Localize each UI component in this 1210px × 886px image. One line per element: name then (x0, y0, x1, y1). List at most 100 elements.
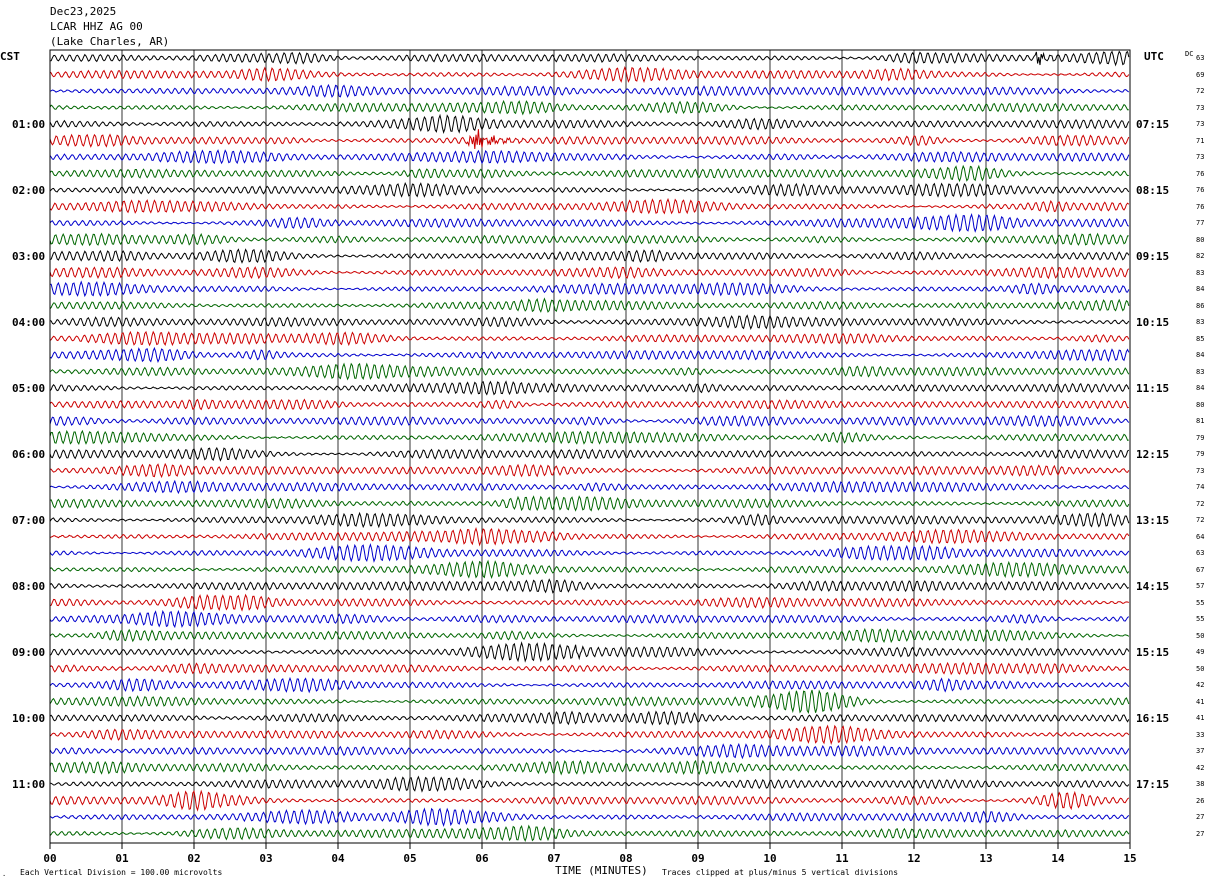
x-axis-ticks: 00 01 02 03 04 05 06 07 08 09 10 11 12 13 14 15 (43, 843, 1137, 865)
dc-offset-label: 72 (1196, 87, 1205, 95)
dc-offset-label: 73 (1196, 120, 1205, 128)
trace-row (49, 789, 1130, 812)
dc-offset-label: 83 (1196, 318, 1205, 326)
trace-row (49, 346, 1130, 363)
dc-offset-label: 72 (1196, 516, 1205, 524)
right-hour-label: 07:15 (1136, 118, 1170, 131)
trace-row (49, 742, 1130, 760)
x-tick-label: 15 (1123, 852, 1136, 865)
trace-row (49, 50, 1130, 67)
dc-offset-label: 85 (1196, 334, 1205, 343)
dc-offset-label: 63 (1196, 54, 1205, 62)
scale-note: Each Vertical Division = 100.00 microvol… (20, 868, 223, 877)
trace-row (49, 197, 1130, 215)
dc-offset-label: 86 (1196, 301, 1205, 310)
x-tick-label: 06 (475, 852, 489, 865)
dc-offset-label: 79 (1196, 433, 1205, 442)
dc-offset-label: 84 (1196, 351, 1205, 359)
x-tick-label: 14 (1051, 852, 1065, 865)
trace-row (49, 212, 1130, 233)
x-tick-label: 05 (403, 852, 416, 865)
right-hour-label: 15:15 (1136, 646, 1170, 659)
trace-row (49, 429, 1129, 445)
trace-row (49, 609, 1130, 629)
trace-row (49, 280, 1130, 298)
right-hour-label: 10:15 (1136, 316, 1170, 329)
dc-offset-label: 38 (1196, 780, 1205, 788)
dc-offset-label: 83 (1196, 268, 1205, 277)
dc-offset-label: 49 (1196, 648, 1205, 656)
dc-offset-label: 26 (1196, 796, 1205, 805)
trace-row (49, 542, 1130, 563)
trace-row (49, 83, 1130, 98)
trace-row (49, 362, 1130, 381)
left-hour-label: 08:00 (12, 580, 46, 593)
trace-row (49, 724, 1130, 745)
trace-row (49, 641, 1130, 663)
left-timezone-label: CST (0, 50, 20, 63)
dc-offset-label: 64 (1196, 532, 1205, 541)
dc-offset-label: 50 (1196, 631, 1205, 640)
trace-row (49, 66, 1130, 83)
right-hour-label: 14:15 (1136, 580, 1170, 593)
x-tick-label: 13 (979, 852, 992, 865)
x-tick-label: 01 (115, 852, 129, 865)
location-label: (Lake Charles, AR) (50, 35, 170, 48)
dc-offset-label: 81 (1196, 417, 1205, 425)
trace-row (49, 232, 1129, 247)
dc-offset-label: 73 (1196, 153, 1205, 161)
trace-row (49, 266, 1130, 280)
x-axis-title: TIME (MINUTES) (555, 864, 648, 877)
dc-offset-label: 76 (1196, 186, 1205, 194)
trace-row (49, 297, 1130, 313)
trace-row (49, 710, 1130, 726)
trace-row (49, 414, 1130, 428)
right-hour-label: 16:15 (1136, 712, 1170, 725)
dc-offset-label: 42 (1196, 681, 1205, 689)
trace-row (49, 824, 1130, 843)
dc-offset-label: 57 (1196, 582, 1205, 590)
dc-offset-label: 55 (1196, 615, 1205, 623)
left-hour-label: 06:00 (12, 448, 46, 461)
dc-offset-label: 80 (1196, 235, 1205, 244)
left-hour-label: 11:00 (12, 778, 46, 791)
trace-row (49, 380, 1130, 396)
dc-offset-label: 84 (1196, 285, 1205, 293)
dc-offset-label: 74 (1196, 483, 1205, 491)
trace-row (49, 99, 1129, 116)
dc-offset-label: 41 (1196, 697, 1205, 706)
corner-mark: . (2, 870, 7, 878)
trace-row (49, 559, 1130, 579)
dc-offset-label: 50 (1196, 664, 1205, 673)
x-tick-label: 10 (763, 852, 776, 865)
dc-offset-label: 76 (1196, 202, 1205, 211)
dc-header-label: DC (1185, 50, 1194, 58)
trace-row (49, 627, 1130, 644)
trace-row (49, 807, 1130, 828)
trace-row (49, 526, 1130, 547)
date-label: Dec23,2025 (50, 5, 117, 18)
right-hour-label: 17:15 (1136, 778, 1170, 791)
x-tick-label: 03 (259, 852, 272, 865)
left-hour-label: 07:00 (12, 514, 46, 527)
dc-offset-label: 76 (1196, 169, 1205, 178)
left-hour-label: 10:00 (12, 712, 46, 725)
left-hour-label: 03:00 (12, 250, 46, 263)
dc-offset-label: 73 (1196, 466, 1205, 475)
trace-row (49, 129, 1130, 150)
left-hour-label: 09:00 (12, 646, 46, 659)
trace-row (49, 164, 1129, 183)
dc-offset-label: 37 (1196, 747, 1205, 755)
trace-row (49, 182, 1130, 198)
dc-offset-label: 71 (1196, 136, 1205, 145)
dc-offset-label: 82 (1196, 252, 1205, 260)
right-hour-label: 11:15 (1136, 382, 1170, 395)
trace-row (49, 113, 1130, 134)
trace-row (49, 676, 1130, 694)
dc-offset-label: 67 (1196, 565, 1205, 574)
dc-offset-label: 41 (1196, 714, 1205, 722)
trace-row (49, 775, 1130, 793)
trace-row (49, 689, 1130, 715)
plot-frame (49, 49, 1131, 844)
x-tick-label: 02 (187, 852, 200, 865)
